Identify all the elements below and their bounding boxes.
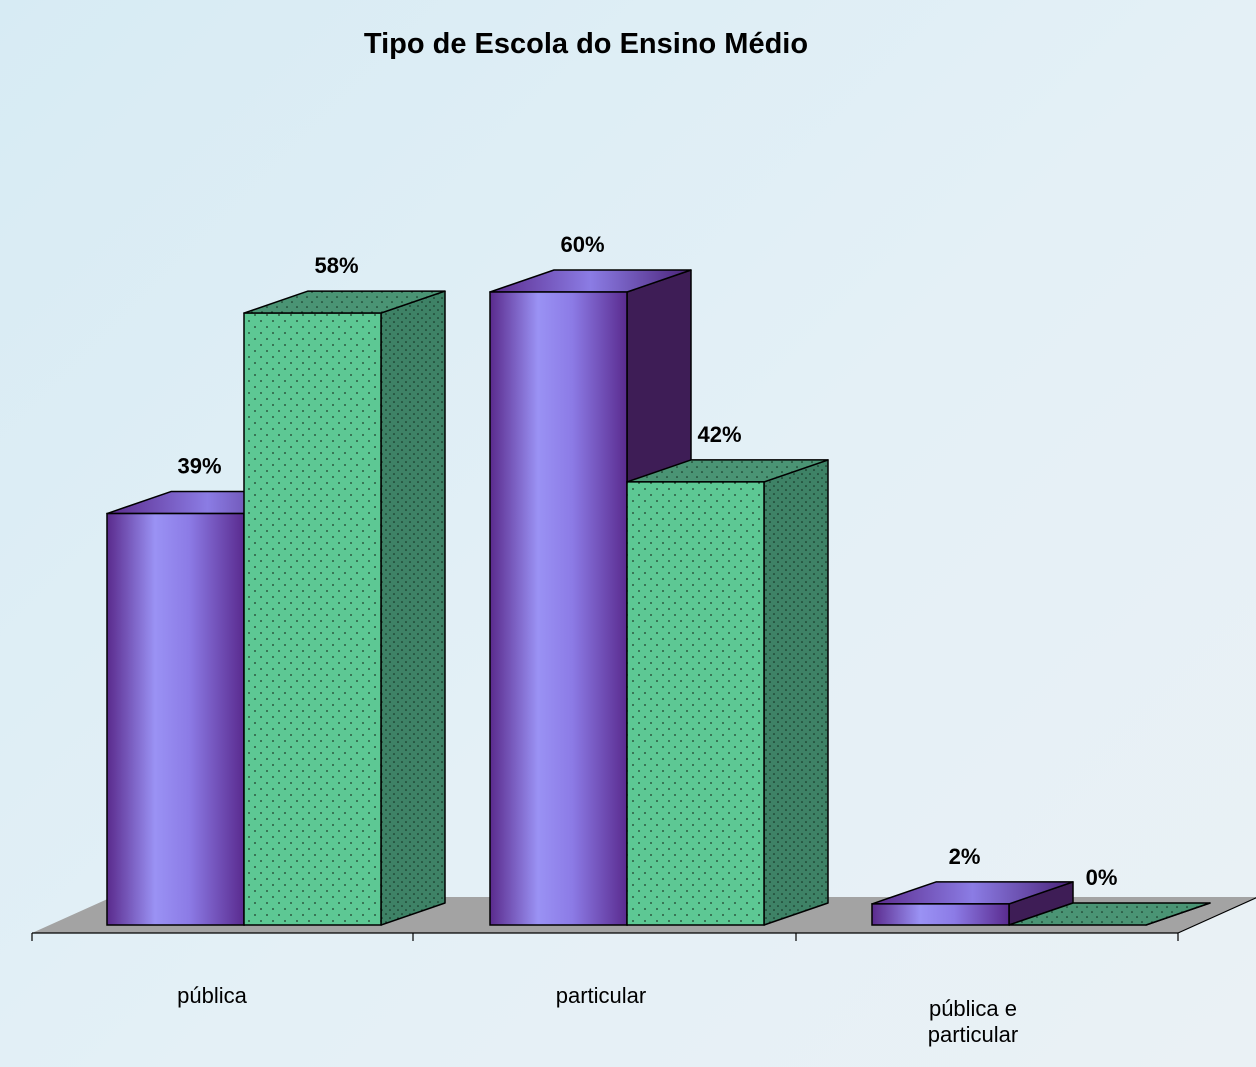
bar-top-face: [1008, 902, 1211, 926]
bar: [626, 459, 829, 926]
data-label: 39%: [177, 454, 221, 479]
data-label: 58%: [314, 253, 358, 278]
bar-front-face: [106, 512, 245, 926]
data-label: 2%: [949, 844, 981, 869]
bar-front-face: [871, 903, 1010, 926]
x-tick-label: pública e: [929, 996, 1017, 1021]
bar-side-face: [380, 290, 446, 926]
bar-front-face: [626, 481, 765, 926]
bar: [871, 881, 1074, 926]
x-axis-depth-line: [1177, 897, 1256, 934]
bar-front-face: [489, 291, 628, 926]
x-tick-label: pública: [177, 983, 247, 1008]
bar: [1008, 902, 1211, 926]
x-tick-label: particular: [928, 1022, 1018, 1047]
data-label: 42%: [697, 422, 741, 447]
data-label: 0%: [1086, 865, 1118, 890]
x-tick-label: particular: [556, 983, 646, 1008]
bar-side-face: [763, 459, 829, 926]
bar-front-face: [243, 312, 382, 926]
chart-title: Tipo de Escola do Ensino Médio: [363, 28, 809, 60]
bar: [243, 290, 446, 926]
data-label: 60%: [560, 232, 604, 257]
